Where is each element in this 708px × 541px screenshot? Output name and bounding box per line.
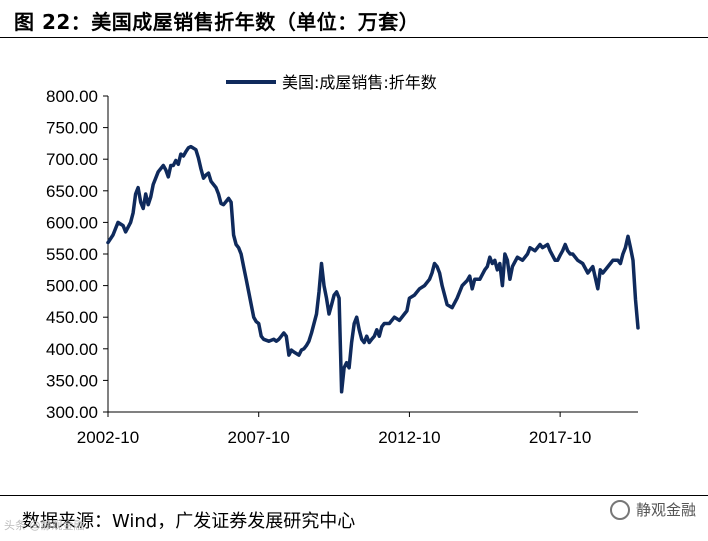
wechat-icon [609,499,630,520]
series-line [106,144,640,394]
source-note: 数据来源：Wind，广发证券发展研究中心 [22,511,356,532]
chart-legend: 美国:成屋销售:折年数 [226,73,437,92]
watermark: 静观金融 [609,499,696,520]
watermark-text: 静观金融 [635,501,696,519]
x-tick-label: 2007-10 [228,428,290,447]
x-tick-label: 2002-10 [77,428,139,447]
top-divider [0,37,708,38]
y-tick-label: 700.00 [46,150,98,169]
legend-label: 美国:成屋销售:折年数 [282,73,437,92]
y-tick-label: 800.00 [46,87,98,106]
y-tick-label: 650.00 [46,182,98,201]
chart-axes: 300.00 350.00 400.00 450.00 500.00 550.00 600.… [46,87,638,447]
chart-title: 图 22：美国成屋销售折年数（单位：万套） [14,10,420,34]
bottom-divider [0,495,708,496]
chart-plot [106,144,640,394]
corner-watermark: 头条 @静观金融 [4,519,85,532]
y-tick-label: 550.00 [46,245,98,264]
y-tick-label: 750.00 [46,119,98,138]
y-tick-label: 500.00 [46,277,98,296]
y-tick-label: 350.00 [46,371,98,390]
y-tick-label: 600.00 [46,213,98,232]
y-tick-label: 400.00 [46,340,98,359]
y-tick-label: 450.00 [46,308,98,327]
y-tick-label: 300.00 [46,403,98,422]
x-tick-label: 2012-10 [378,428,440,447]
x-tick-label: 2017-10 [529,428,591,447]
